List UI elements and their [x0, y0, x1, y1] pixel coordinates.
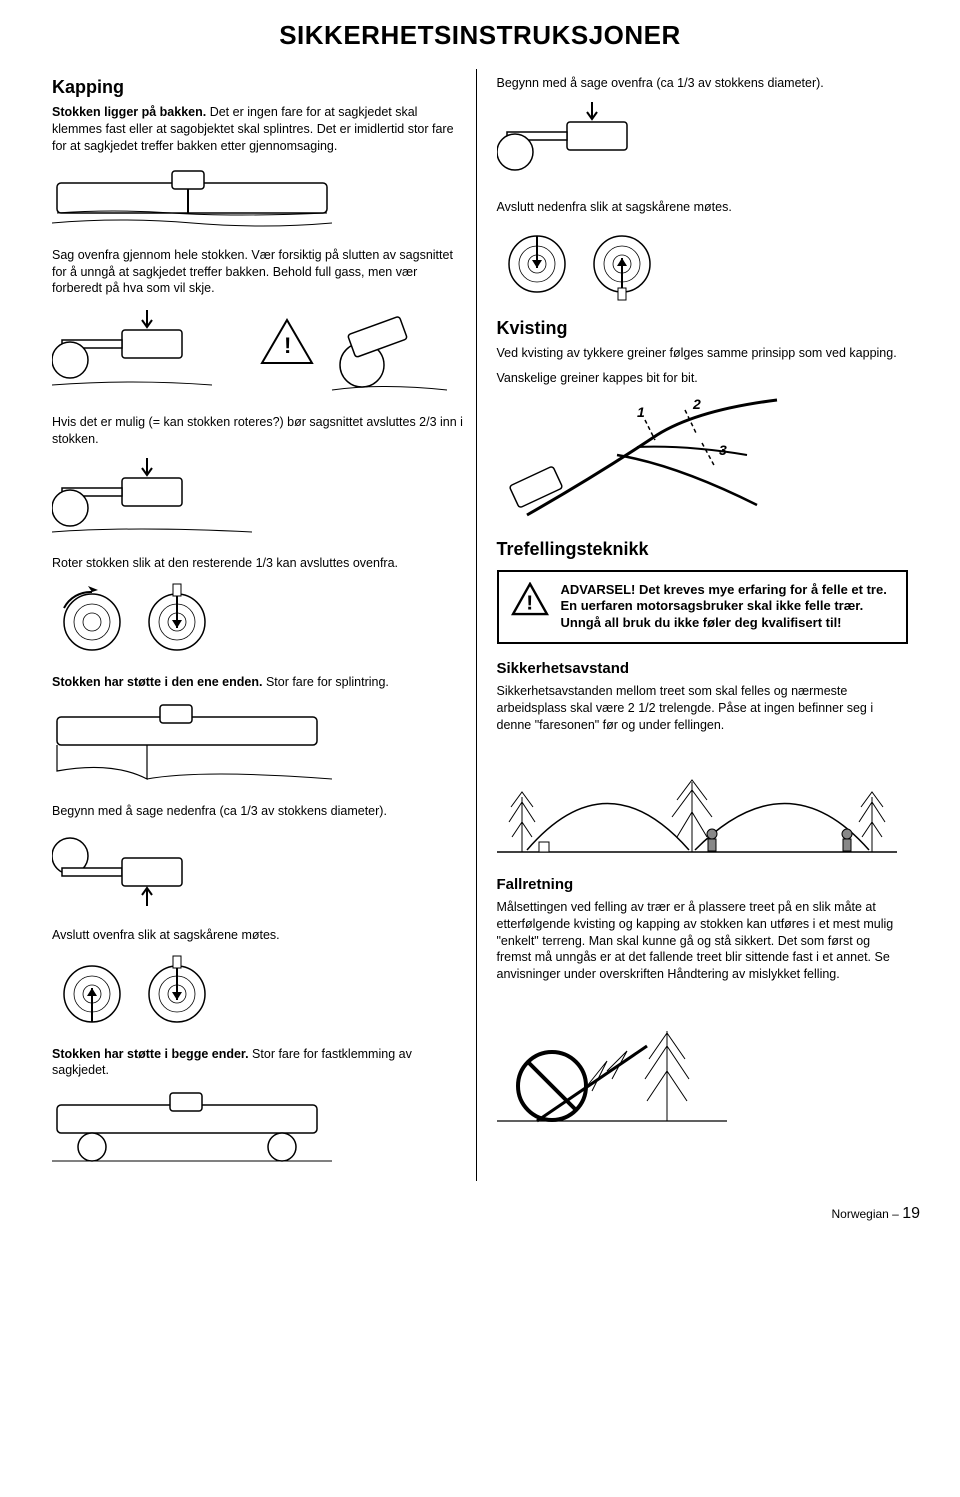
r-para-1: Begynn med å sage ovenfra (ca 1/3 av sto…	[497, 75, 909, 92]
diagram-saw-top-third	[497, 100, 909, 185]
r-para-5: Sikkerhetsavstanden mellom treet som ska…	[497, 683, 909, 734]
diagram-saw-two-thirds	[52, 456, 464, 541]
warning-text: ADVARSEL! Det kreves mye erfaring for å …	[561, 582, 895, 633]
diagram-both-ends-supported	[52, 1087, 464, 1167]
svg-text:3: 3	[719, 442, 727, 458]
heading-trefell: Trefellingsteknikk	[497, 539, 909, 560]
diagram-rotate-log	[52, 580, 464, 660]
heading-kvisting: Kvisting	[497, 318, 909, 339]
diagram-saw-from-below	[52, 828, 464, 913]
svg-text:!: !	[526, 591, 533, 614]
para-4: Roter stokken slik at den resterende 1/3…	[52, 555, 464, 572]
r-para-6: Målsettingen ved felling av trær er å pl…	[497, 899, 909, 983]
svg-text:1: 1	[637, 404, 645, 420]
diagram-saw-through-kickback: !	[52, 305, 464, 400]
right-column: Begynn med å sage ovenfra (ca 1/3 av sto…	[477, 69, 921, 1181]
para-1: Stokken ligger på bakken. Det er ingen f…	[52, 104, 464, 155]
diagram-meet-from-top	[52, 952, 464, 1032]
diagram-one-end-supported	[52, 699, 464, 789]
heading-sikkerhet: Sikkerhetsavstand	[497, 660, 909, 677]
footer-page-number: 19	[902, 1205, 920, 1222]
r-para-4: Vanskelige greiner kappes bit for bit.	[497, 370, 909, 387]
svg-text:!: !	[284, 333, 291, 358]
columns: Kapping Stokken ligger på bakken. Det er…	[40, 69, 920, 1181]
para-6: Begynn med å sage nedenfra (ca 1/3 av st…	[52, 803, 464, 820]
r-para-3: Ved kvisting av tykkere greiner følges s…	[497, 345, 909, 362]
para-5: Stokken har støtte i den ene enden. Stor…	[52, 674, 464, 691]
r-para-2: Avslutt nedenfra slik at sagskårene møte…	[497, 199, 909, 216]
para-8: Stokken har støtte i begge ender. Stor f…	[52, 1046, 464, 1080]
para-5-bold: Stokken har støtte i den ene enden.	[52, 675, 262, 689]
warning-icon: !	[511, 582, 549, 616]
diagram-safety-distance	[497, 742, 909, 862]
diagram-branches-123: 1 2 3	[497, 395, 909, 525]
para-7: Avslutt ovenfra slik at sagskårene møtes…	[52, 927, 464, 944]
page-footer: Norwegian – 19	[40, 1205, 920, 1223]
diagram-meet-from-below	[497, 224, 909, 304]
para-1-bold: Stokken ligger på bakken.	[52, 105, 206, 119]
warning-box: ! ADVARSEL! Det kreves mye erfaring for …	[497, 570, 909, 645]
para-3: Hvis det er mulig (= kan stokken roteres…	[52, 414, 464, 448]
left-column: Kapping Stokken ligger på bakken. Det er…	[40, 69, 477, 1181]
diagram-tree-stuck	[497, 991, 909, 1131]
para-5-rest: Stor fare for splintring.	[262, 675, 388, 689]
page-title: SIKKERHETSINSTRUKSJONER	[40, 20, 920, 51]
para-8-bold: Stokken har støtte i begge ender.	[52, 1047, 249, 1061]
heading-kapping: Kapping	[52, 77, 464, 98]
svg-text:2: 2	[692, 396, 701, 412]
para-2: Sag ovenfra gjennom hele stokken. Vær fo…	[52, 247, 464, 298]
page: SIKKERHETSINSTRUKSJONER Kapping Stokken …	[0, 0, 960, 1253]
footer-lang: Norwegian –	[831, 1207, 898, 1221]
diagram-log-ground	[52, 163, 464, 233]
heading-fallretning: Fallretning	[497, 876, 909, 893]
